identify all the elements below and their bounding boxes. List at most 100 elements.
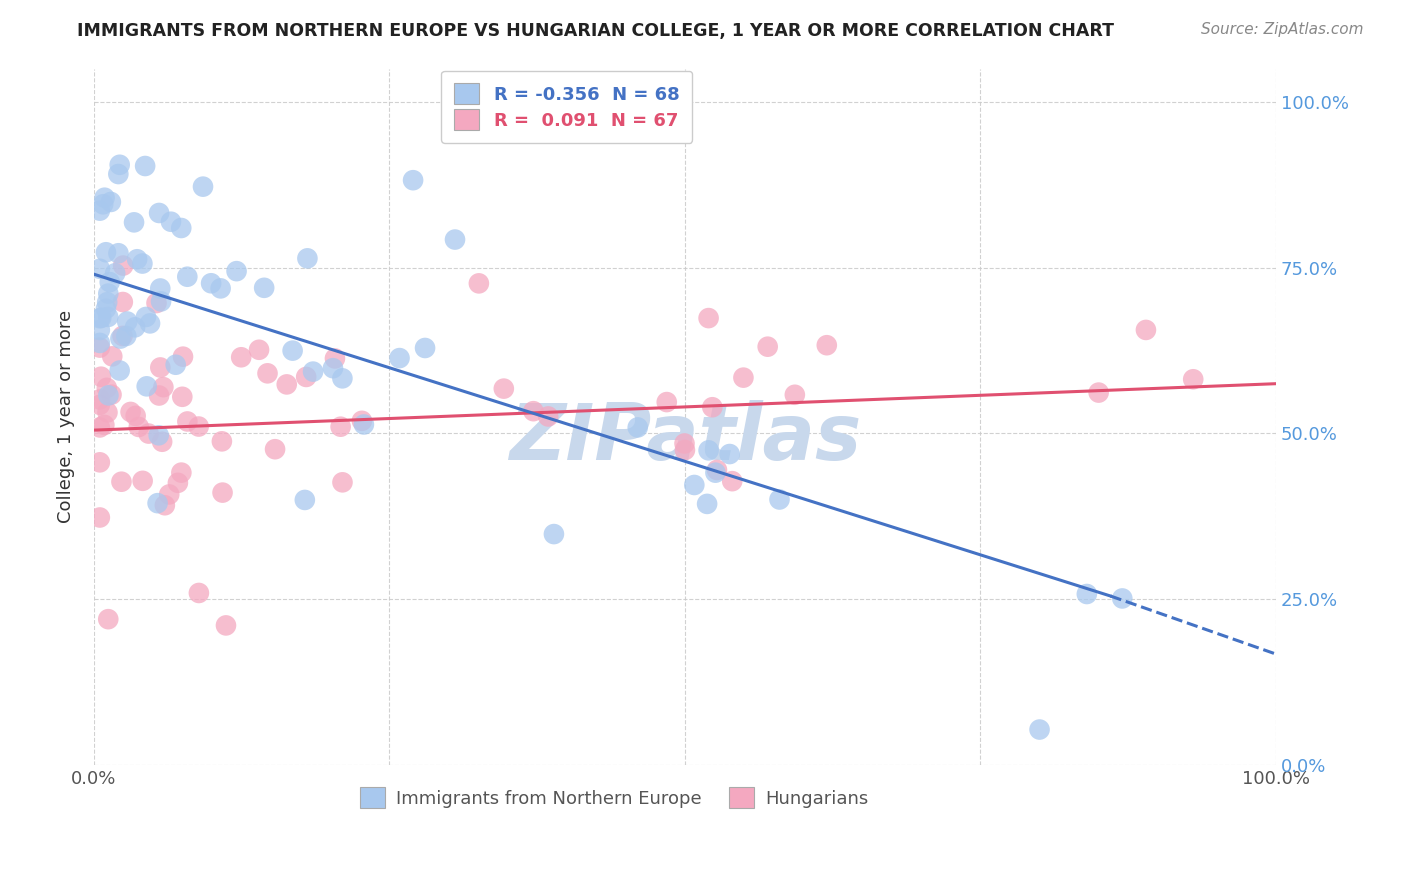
Point (322, 361, 344, 376)
Point (122, 215, 145, 229)
Point (329, 419, 352, 434)
Point (110, 332, 132, 346)
Point (697, 443, 720, 458)
Point (89, 335, 111, 350)
Point (89, 311, 111, 326)
Point (721, 474, 744, 488)
Point (543, 527, 565, 541)
Point (145, 296, 167, 310)
Point (100, 194, 122, 209)
Point (150, 434, 173, 449)
Point (768, 492, 790, 507)
Point (683, 478, 706, 492)
Point (413, 341, 436, 355)
Point (468, 277, 491, 291)
Point (149, 281, 172, 295)
Point (176, 269, 198, 284)
Point (98, 275, 121, 289)
Point (1028, 723, 1050, 737)
Point (97, 286, 120, 301)
Point (89, 341, 111, 355)
Point (96, 381, 118, 395)
Point (187, 419, 209, 434)
Point (170, 221, 193, 235)
Point (165, 358, 187, 372)
Point (97, 388, 120, 402)
Point (702, 401, 724, 415)
Point (89, 398, 111, 412)
Point (94, 245, 117, 260)
Point (756, 340, 779, 354)
Point (96, 295, 118, 310)
Point (302, 365, 325, 379)
Point (444, 233, 467, 247)
Point (294, 492, 316, 507)
Point (706, 463, 728, 477)
Point (101, 349, 124, 363)
Legend: Immigrants from Northern Europe, Hungarians: Immigrants from Northern Europe, Hungari… (353, 780, 876, 815)
Point (146, 496, 169, 510)
Point (537, 409, 560, 424)
Point (225, 264, 247, 278)
Point (112, 259, 135, 273)
Point (170, 466, 193, 480)
Point (149, 360, 172, 375)
Point (247, 343, 270, 357)
Point (91, 197, 114, 211)
Point (93, 191, 115, 205)
Point (89, 510, 111, 524)
Point (295, 370, 318, 384)
Point (131, 474, 153, 488)
Text: IMMIGRANTS FROM NORTHERN EUROPE VS HUNGARIAN COLLEGE, 1 YEAR OR MORE CORRELATION: IMMIGRANTS FROM NORTHERN EUROPE VS HUNGA… (77, 22, 1115, 40)
Point (96, 405, 118, 419)
Point (111, 295, 134, 310)
Point (152, 380, 174, 394)
Point (157, 487, 180, 501)
Point (107, 167, 129, 181)
Point (815, 338, 838, 352)
Point (281, 343, 304, 358)
Point (172, 350, 194, 364)
Point (733, 370, 755, 384)
Point (264, 442, 287, 457)
Point (131, 256, 153, 270)
Point (256, 367, 278, 381)
Point (89, 392, 111, 407)
Point (276, 377, 298, 392)
Point (323, 351, 346, 366)
Point (104, 266, 127, 280)
Point (111, 329, 134, 343)
Point (128, 420, 150, 434)
Point (120, 405, 142, 419)
Point (673, 436, 696, 450)
Text: Source: ZipAtlas.com: Source: ZipAtlas.com (1201, 22, 1364, 37)
Point (150, 294, 173, 309)
Point (139, 317, 162, 331)
Point (209, 281, 232, 295)
Point (783, 388, 806, 402)
Point (138, 426, 160, 441)
Point (89, 323, 111, 337)
Point (332, 371, 354, 385)
Point (353, 417, 375, 432)
Point (172, 390, 194, 404)
Point (1087, 385, 1109, 400)
Point (211, 434, 233, 449)
Point (697, 311, 720, 326)
Point (200, 277, 222, 291)
Point (522, 404, 544, 418)
Point (97, 612, 120, 626)
Point (90, 369, 112, 384)
Point (153, 498, 176, 512)
Point (673, 443, 696, 458)
Point (187, 586, 209, 600)
Point (191, 179, 214, 194)
Point (94, 301, 117, 316)
Point (124, 409, 146, 423)
Point (124, 320, 146, 334)
Point (215, 618, 238, 632)
Point (253, 281, 276, 295)
Point (655, 395, 678, 409)
Point (148, 428, 170, 442)
Point (108, 363, 131, 377)
